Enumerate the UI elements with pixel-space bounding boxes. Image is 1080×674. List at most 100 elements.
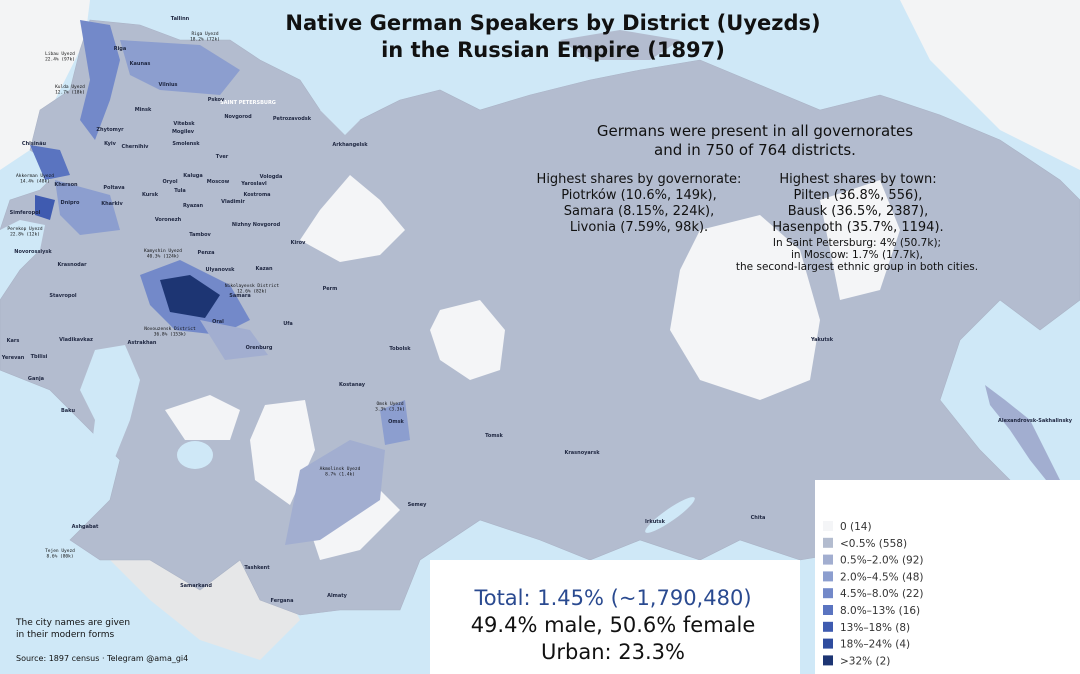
- city-label: Zhytomyr: [96, 127, 124, 133]
- legend-label: 13%–18% (8): [840, 622, 910, 634]
- annotation-line: Tejen Uyezd: [45, 548, 75, 554]
- city-label: Kostroma: [243, 192, 270, 198]
- city-label: Kaunas: [130, 61, 151, 67]
- city-label: Baku: [61, 408, 76, 414]
- city-label: Tbilisi: [31, 354, 48, 360]
- city-label: Almaty: [327, 593, 348, 599]
- district-shaded: [285, 440, 385, 545]
- intro-line: Germans were present in all governorates: [597, 122, 913, 140]
- city-label: Arkhangelsk: [332, 142, 368, 148]
- title-line: Native German Speakers by District (Uyez…: [285, 11, 820, 35]
- district-shaded: [35, 195, 55, 220]
- city-label: Irkutsk: [645, 519, 666, 525]
- white-sea: [320, 100, 360, 135]
- annotation-line: Novouzensk District: [144, 326, 196, 332]
- city-label: Simferopol: [10, 210, 41, 216]
- note-line: The city names are given: [15, 618, 130, 628]
- water: [0, 100, 695, 533]
- legend-label: 8.0%–13% (16): [840, 605, 920, 617]
- city-label: Kherson: [54, 182, 78, 188]
- city-label: Astrakhan: [128, 340, 157, 346]
- annotation-line: Akmolinsk Uyezd: [320, 466, 361, 472]
- town-item: Bausk (36.5%, 2387),: [788, 204, 928, 219]
- city-label: Fergana: [271, 598, 294, 604]
- city-label: Oral: [212, 319, 224, 325]
- city-label: Chernihiv: [122, 144, 150, 150]
- foreign-land: [0, 0, 90, 170]
- legend-label: 2.0%–4.5% (48): [840, 571, 924, 583]
- district-shaded: [80, 20, 120, 140]
- legend-swatch: [823, 605, 833, 615]
- city-label: Kars: [7, 338, 20, 344]
- gov-item: Livonia (7.59%, 98k).: [570, 220, 708, 235]
- city-label: Kharkiv: [101, 201, 123, 207]
- foreign-land: [900, 0, 1080, 170]
- city-label: Yaroslavl: [240, 181, 267, 187]
- city-label: Voronezh: [155, 217, 182, 223]
- city-label: Tashkent: [244, 565, 270, 571]
- city-label: Vitebsk: [173, 121, 195, 127]
- annotation-line: Akkerman Uyezd: [16, 173, 54, 179]
- black-sea: [0, 220, 45, 270]
- legend-swatch: [823, 655, 833, 666]
- legend-label: <0.5% (558): [840, 538, 907, 550]
- city-label: Ulyanovsk: [206, 267, 236, 273]
- city-label: Kursk: [142, 192, 159, 198]
- district-shaded: [380, 400, 410, 445]
- legend-label: >32% (2): [840, 655, 890, 667]
- city-label: Stavropol: [49, 293, 77, 299]
- lake-baikal: [645, 497, 695, 533]
- caspian-sea: [80, 345, 140, 470]
- city-label: Poltava: [103, 185, 124, 191]
- city-label: Perm: [323, 286, 338, 292]
- city-label: Tobolsk: [389, 346, 411, 352]
- city-label: Alexandrovsk-Sakhalinsky: [998, 418, 1073, 424]
- annotation-line: 12.6% (82k): [237, 289, 267, 295]
- city-label: Orenburg: [246, 345, 273, 351]
- capitals-line: the second-largest ethnic group in both …: [736, 261, 978, 273]
- city-label: Vladikavkaz: [59, 337, 93, 343]
- city-label: Riga: [114, 46, 127, 52]
- zero-districts: [165, 175, 900, 560]
- district-shaded: [55, 180, 120, 235]
- city-label: Kirov: [291, 240, 306, 246]
- legend-swatch: [823, 521, 833, 531]
- city-label: Yakutsk: [810, 337, 834, 343]
- island: [560, 30, 680, 60]
- city-labels: SAINT PETERSBURG Moscow Vilnius Minsk Kyiv Ch…: [1, 16, 1073, 604]
- city-label: Nizhny Novgorod: [232, 222, 281, 228]
- legend-backdrop: [815, 480, 1080, 674]
- gov-item: Samara (8.15%, 224k),: [564, 204, 714, 219]
- annotation-line: Omsk Uyezd: [376, 401, 403, 407]
- total-line: Urban: 23.3%: [541, 640, 685, 664]
- annotation-line: 12.7% (18k): [55, 90, 85, 96]
- totals-backdrop: [430, 560, 800, 674]
- note-line: in their modern forms: [16, 630, 115, 640]
- city-label: Krasnoyarsk: [564, 450, 600, 456]
- town-item: Hasenpoth (35.7%, 1194).: [772, 220, 943, 235]
- city-label: Krasnodar: [57, 262, 87, 268]
- annotation-line: 22.4% (97k): [45, 57, 75, 63]
- city-label: Tallinn: [171, 16, 190, 22]
- city-label: Semey: [408, 502, 428, 508]
- source: Source: 1897 census · Telegram @ama_gi4: [16, 654, 188, 663]
- legend-label: 0.5%–2.0% (92): [840, 555, 924, 567]
- city-label: Tula: [174, 188, 186, 194]
- legend: 0 (14) <0.5% (558) 0.5%–2.0% (92) 2.0%–4.5%…: [823, 521, 924, 667]
- annotation-line: 8.7% (1.4k): [325, 472, 355, 478]
- annotation-line: Riga Uyezd: [191, 31, 218, 37]
- legend-swatch: [823, 537, 833, 548]
- city-label: Ryazan: [183, 203, 204, 209]
- intro-line: and in 750 of 764 districts.: [654, 141, 856, 159]
- city-label: Tambov: [189, 232, 211, 238]
- total-line: Total: 1.45% (~1,790,480): [473, 586, 751, 610]
- city-label: Mogilev: [172, 129, 195, 135]
- annotation-line: 36.8% (153k): [154, 332, 187, 338]
- town-heading: Highest shares by town:: [779, 172, 936, 187]
- district-zero: [165, 395, 240, 440]
- annotation-line: Kamyshin Uyezd: [144, 248, 182, 254]
- city-label: Tomsk: [485, 433, 503, 439]
- legend-swatch: [823, 621, 833, 632]
